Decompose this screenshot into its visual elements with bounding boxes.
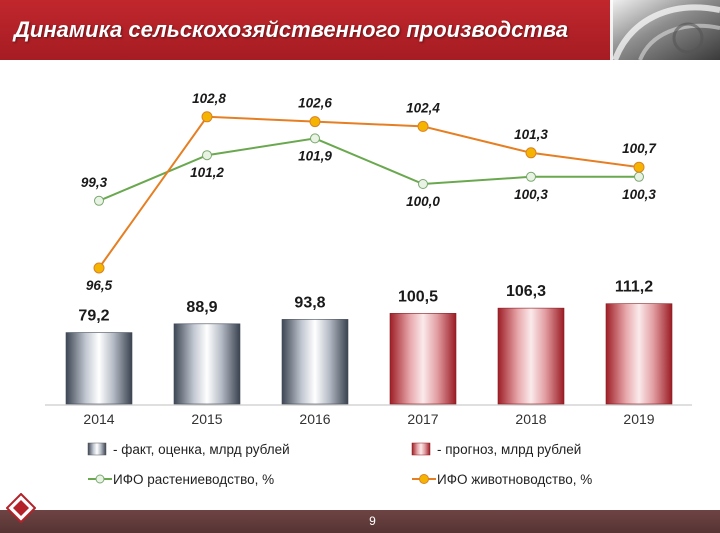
bar-value-label-2016: 93,8 — [294, 294, 325, 311]
crop-point-2017 — [418, 179, 428, 189]
livestock-value-label-2014: 96,5 — [86, 278, 113, 293]
livestock-value-label-2015: 102,8 — [192, 91, 226, 106]
livestock-point-2017 — [417, 120, 429, 132]
livestock-value-label-2018: 101,3 — [514, 127, 548, 142]
legend-crop-label: ИФО растениеводство, % — [113, 472, 274, 487]
x-tick-label-2018: 2018 — [515, 411, 546, 427]
livestock-value-label-2016: 102,6 — [298, 96, 332, 111]
livestock-point-2019 — [633, 161, 645, 173]
crop-point-2014 — [94, 195, 104, 206]
x-tick-label-2019: 2019 — [623, 411, 654, 427]
livestock-series-line — [98, 115, 640, 269]
legend-fact-swatch — [87, 442, 107, 456]
bar-2015 — [173, 323, 241, 405]
crop-series-line — [98, 137, 639, 202]
diamond-logo-icon — [6, 493, 36, 523]
page-number: 9 — [369, 514, 376, 528]
crop-value-label-2019: 100,3 — [622, 187, 656, 202]
agriculture-chart: 2014 2015 2016 2017 2018 2019 79,2 88,9 93,8 100… — [45, 91, 692, 487]
livestock-value-label-2017: 102,4 — [406, 100, 440, 115]
legend-forecast-swatch — [411, 442, 431, 456]
livestock-point-2016 — [309, 116, 321, 128]
slide-title: Динамика сельскохозяйственного производс… — [14, 17, 569, 42]
bar-value-label-2015: 88,9 — [186, 299, 217, 316]
legend-livestock-marker — [419, 474, 429, 484]
livestock-point-2015 — [201, 111, 213, 123]
crop-value-label-2018: 100,3 — [514, 187, 548, 202]
crop-value-label-2017: 100,0 — [406, 194, 440, 209]
crop-value-label-2016: 101,9 — [298, 148, 332, 163]
x-tick-label-2014: 2014 — [83, 411, 114, 427]
x-tick-label-2017: 2017 — [407, 411, 438, 427]
crop-point-2018 — [526, 171, 536, 182]
bar-2017 — [389, 313, 457, 405]
slide-header: Динамика сельскохозяйственного производс… — [0, 0, 720, 60]
bar-value-label-2018: 106,3 — [506, 283, 546, 300]
bar-2019 — [605, 303, 673, 405]
livestock-point-2014 — [93, 262, 105, 274]
crop-value-label-2015: 101,2 — [190, 165, 224, 180]
x-tick-label-2015: 2015 — [191, 411, 222, 427]
bar-value-label-2017: 100,5 — [398, 288, 438, 305]
crop-point-2015 — [202, 150, 212, 161]
bar-2018 — [497, 307, 565, 405]
bar-value-label-2019: 111,2 — [615, 279, 653, 296]
crop-point-2019 — [634, 171, 644, 182]
slide-footer: 9 — [0, 510, 720, 533]
livestock-point-2018 — [525, 147, 537, 159]
header-decoration-image — [610, 0, 720, 60]
legend-crop-marker — [95, 474, 105, 484]
bar-2016 — [281, 319, 349, 405]
crop-value-label-2014: 99,3 — [81, 175, 108, 190]
x-tick-label-2016: 2016 — [299, 411, 330, 427]
legend-livestock-label: ИФО животноводство, % — [437, 472, 592, 487]
legend-fact-label: - факт, оценка, млрд рублей — [113, 442, 290, 457]
bar-2014 — [65, 332, 133, 405]
legend-forecast-label: - прогноз, млрд рублей — [437, 442, 581, 457]
livestock-value-label-2019: 100,7 — [622, 141, 657, 156]
crop-point-2016 — [310, 133, 320, 144]
bar-value-label-2014: 79,2 — [78, 308, 109, 325]
legend: - факт, оценка, млрд рублей - прогноз, м… — [87, 442, 592, 487]
